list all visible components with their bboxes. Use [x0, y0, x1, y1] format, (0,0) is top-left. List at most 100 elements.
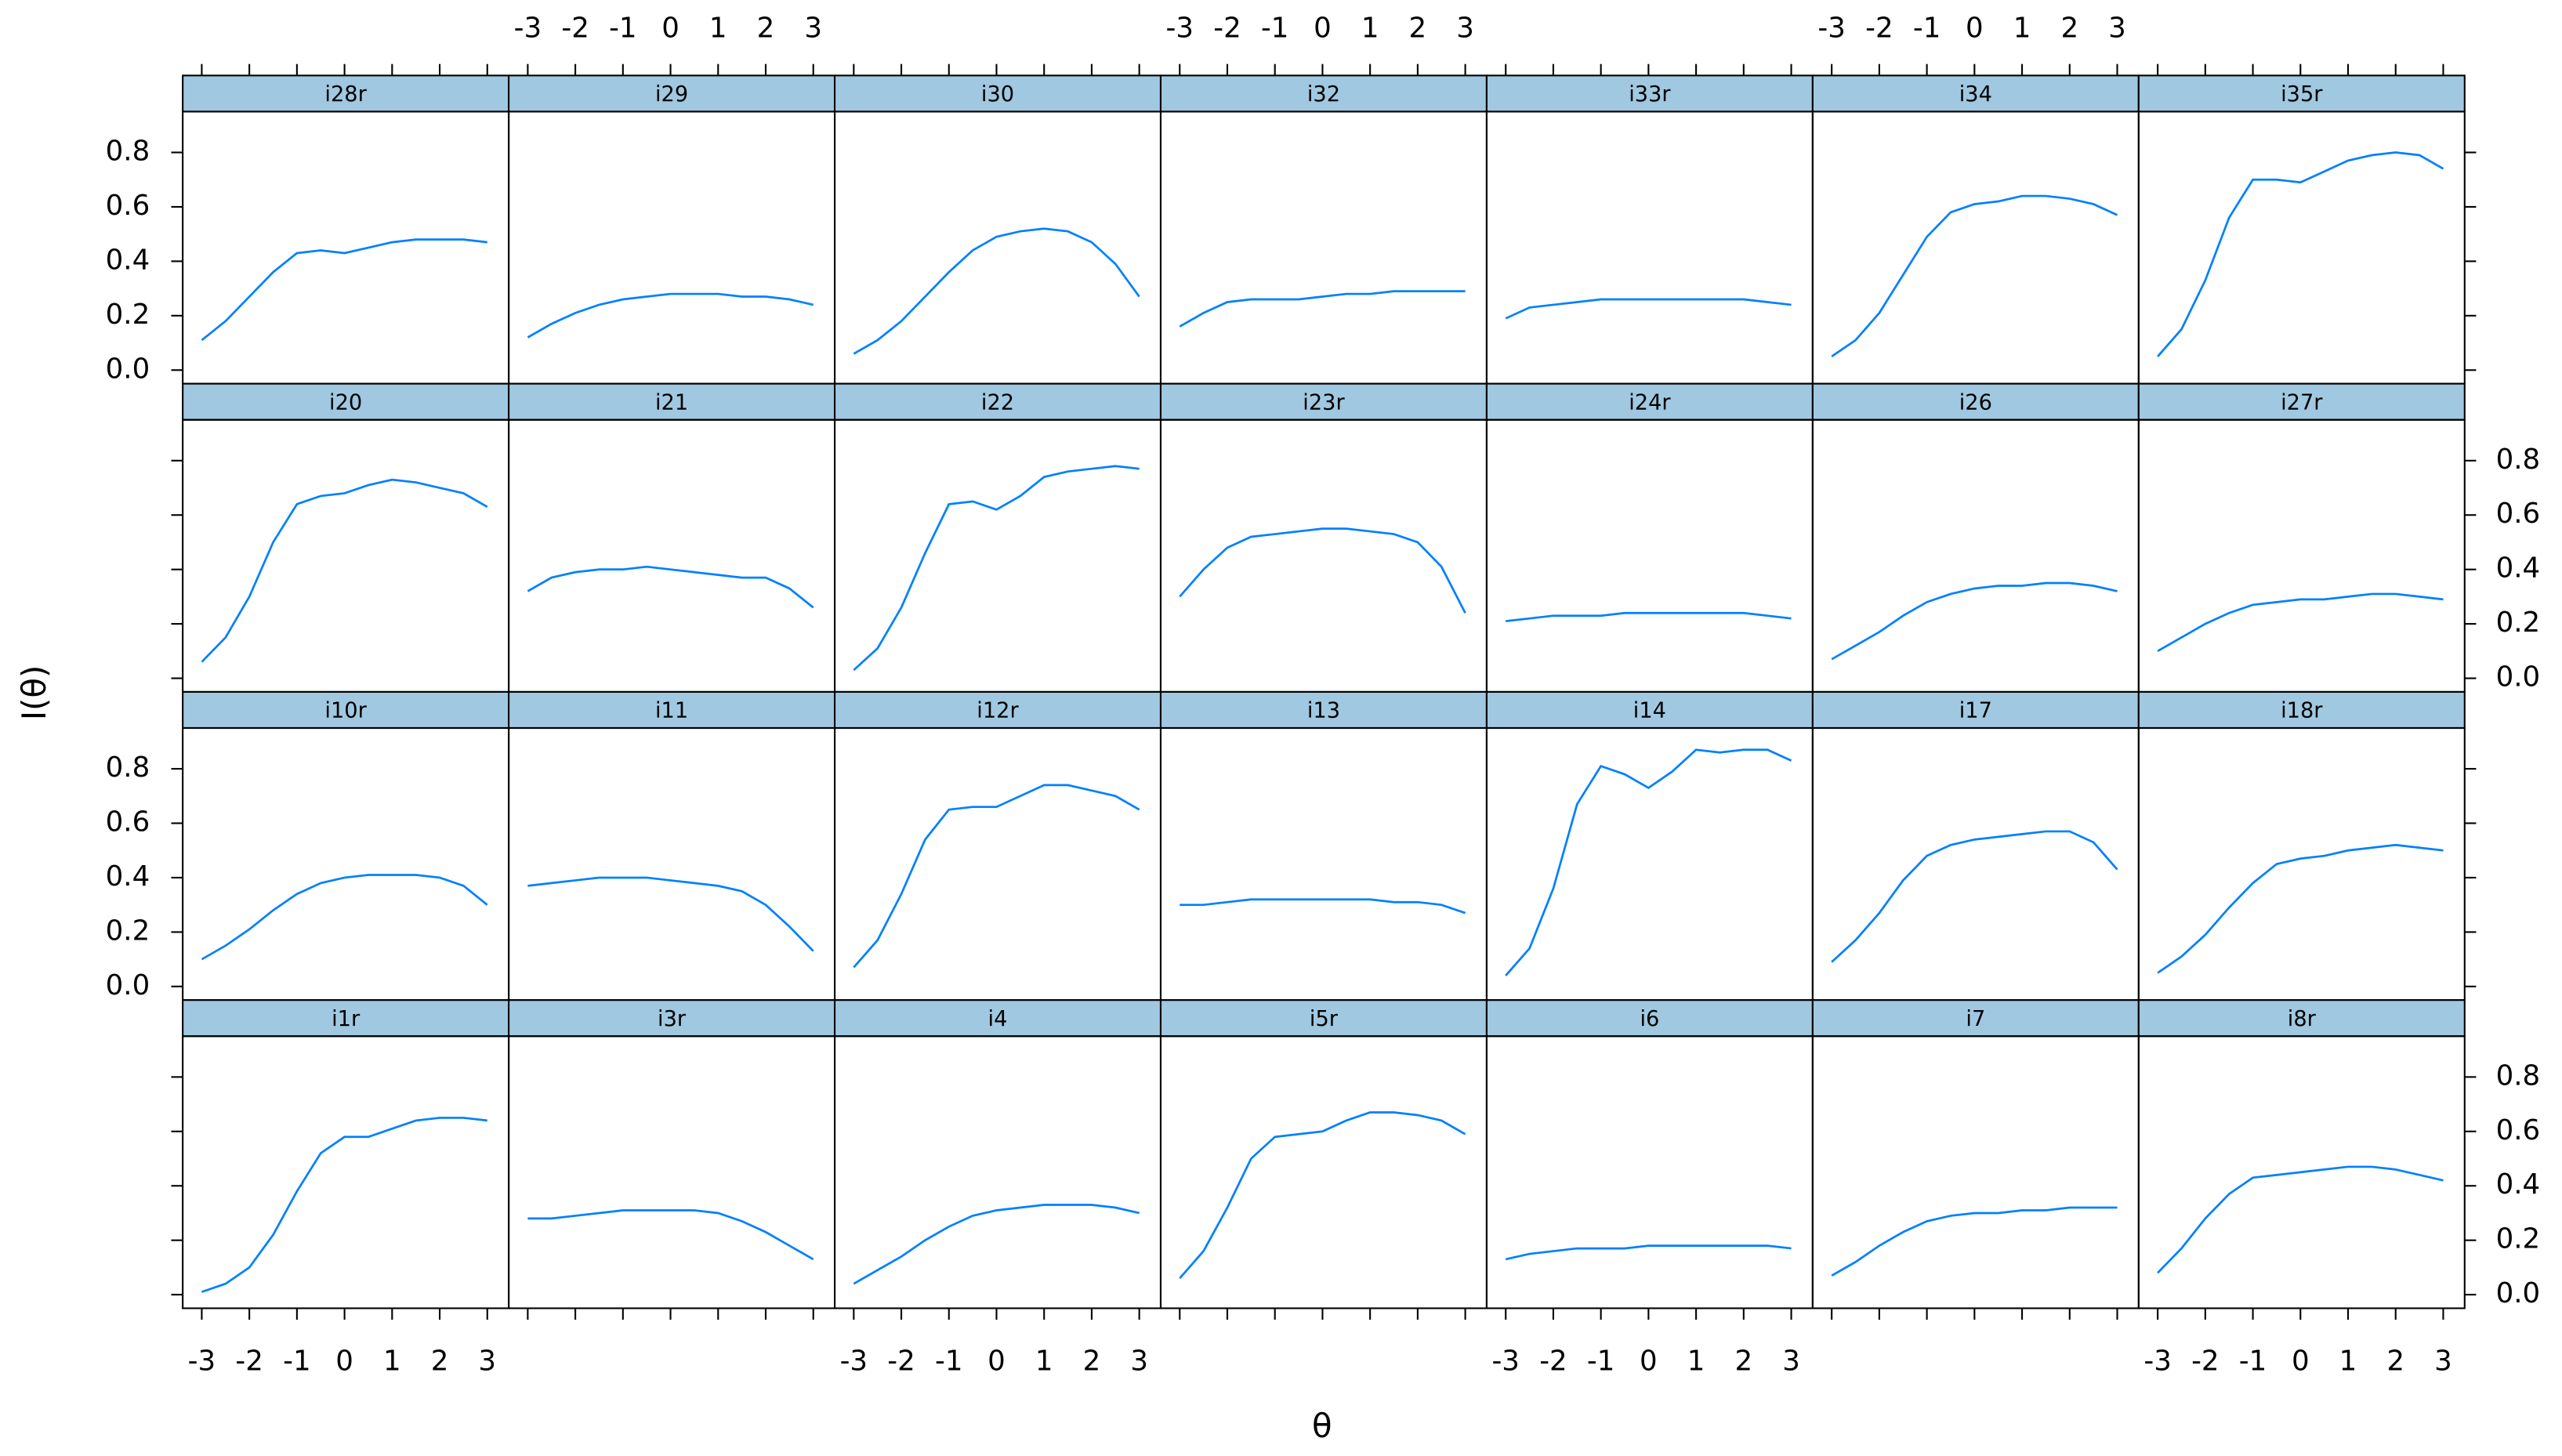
- series-line: [1505, 298, 1792, 320]
- strip: [508, 999, 836, 1038]
- series-line: [853, 227, 1140, 355]
- strip: [833, 690, 1162, 730]
- strip-label: i29: [655, 82, 688, 107]
- x-tick-label: -2: [561, 13, 589, 45]
- strip: [182, 74, 510, 113]
- strip-label: i13: [1307, 699, 1340, 723]
- x-tick-label: 2: [2060, 13, 2078, 45]
- series-line: [201, 238, 487, 342]
- x-tick-label: -3: [2143, 1346, 2172, 1378]
- series-line: [1179, 1111, 1466, 1280]
- series-line: [1831, 1206, 2118, 1277]
- series-line: [2157, 592, 2444, 653]
- x-tick-label: -1: [1261, 13, 1289, 45]
- y-tick-label: 0.0: [106, 353, 150, 385]
- y-tick-label: 0.0: [2496, 661, 2541, 694]
- x-tick-label: 1: [1035, 1346, 1053, 1378]
- series-line: [201, 478, 488, 663]
- strip: [833, 382, 1162, 421]
- series-line: [1179, 290, 1466, 328]
- x-tick-label: -2: [2191, 1346, 2219, 1378]
- y-tick-label: 0.4: [2496, 552, 2541, 585]
- x-tick-label: 3: [2108, 13, 2126, 45]
- series-line: [201, 1117, 487, 1293]
- strip: [2137, 690, 2466, 730]
- x-tick-label: -3: [514, 13, 542, 45]
- panel: [2137, 1035, 2466, 1309]
- x-tick-label: 1: [1687, 1346, 1705, 1378]
- x-tick-label: 2: [431, 1346, 449, 1378]
- x-tick-label: -1: [283, 1346, 311, 1378]
- strip-label: i27r: [2281, 390, 2323, 415]
- x-tick-label: -3: [1166, 13, 1194, 45]
- strip: [2137, 74, 2466, 113]
- x-axis-title: θ: [1312, 1407, 1332, 1445]
- x-tick-label: 0: [1314, 13, 1332, 45]
- strip-label: i34: [1959, 82, 1992, 107]
- x-tick-label: 1: [709, 13, 727, 45]
- strip-label: i35r: [2281, 82, 2323, 107]
- x-tick-label: 1: [383, 1346, 401, 1378]
- series-line: [1831, 581, 2118, 661]
- x-tick-label: 3: [804, 13, 822, 45]
- y-tick-label: 0.2: [2496, 1223, 2541, 1255]
- strip-label: i26: [1959, 390, 1992, 415]
- y-tick-label: 0.6: [2496, 1114, 2541, 1146]
- series-line: [2157, 151, 2444, 357]
- strip-label: i33r: [1629, 82, 1671, 107]
- series-line: [1180, 898, 1466, 915]
- x-tick-label: -2: [1539, 1346, 1567, 1378]
- x-tick-label: 0: [661, 13, 679, 45]
- x-tick-label: -1: [1913, 13, 1941, 45]
- y-tick-label: 0.2: [2496, 607, 2541, 639]
- series-line: [527, 292, 814, 339]
- series-line: [527, 565, 814, 609]
- strip-label: i11: [655, 699, 688, 723]
- strip-label: i8r: [2288, 1007, 2317, 1031]
- strip-label: i18r: [2281, 699, 2323, 723]
- strip: [1485, 74, 1814, 113]
- strip-label: i17: [1959, 699, 1992, 723]
- strip-label: i4: [988, 1007, 1008, 1031]
- y-tick-label: 0.8: [106, 136, 150, 168]
- series-line: [2157, 1165, 2444, 1274]
- y-tick-label: 0.6: [2496, 498, 2541, 530]
- strip: [1485, 382, 1814, 421]
- x-tick-label: 1: [2013, 13, 2031, 45]
- series-line: [1505, 748, 1792, 976]
- strip-label: i3r: [658, 1007, 687, 1031]
- strip: [1811, 382, 2140, 421]
- y-tick-label: 0.0: [106, 969, 150, 1001]
- x-tick-label: 0: [1966, 13, 1984, 45]
- strip-label: i28r: [324, 82, 367, 107]
- x-tick-label: -2: [1213, 13, 1241, 45]
- strip: [508, 382, 836, 421]
- y-tick-label: 0.2: [106, 299, 150, 331]
- strip-label: i32: [1307, 82, 1340, 107]
- strip-label: i12r: [977, 699, 1019, 723]
- strip: [182, 690, 510, 730]
- strip: [1485, 999, 1814, 1038]
- y-tick-label: 0.0: [2496, 1277, 2541, 1309]
- x-tick-label: 0: [2292, 1346, 2310, 1378]
- x-tick-label: 0: [335, 1346, 353, 1378]
- x-tick-label: -1: [609, 13, 636, 45]
- strip: [833, 999, 1162, 1038]
- strip-label: i10r: [324, 699, 367, 723]
- series-line: [201, 874, 488, 961]
- series-line: [527, 1209, 814, 1261]
- x-tick-label: 0: [987, 1346, 1006, 1378]
- y-tick-label: 0.8: [2496, 444, 2541, 476]
- x-tick-label: -3: [188, 1346, 216, 1378]
- strip: [182, 382, 510, 421]
- strip-label: i22: [981, 390, 1014, 415]
- y-tick-label: 0.4: [2496, 1168, 2541, 1201]
- series-line: [2157, 843, 2444, 974]
- x-tick-label: 1: [2339, 1346, 2357, 1378]
- y-tick-label: 0.2: [106, 915, 150, 947]
- x-tick-label: 2: [1735, 1346, 1753, 1378]
- x-tick-label: 2: [757, 13, 775, 45]
- strip: [1159, 690, 1488, 730]
- strip-label: i1r: [332, 1007, 361, 1031]
